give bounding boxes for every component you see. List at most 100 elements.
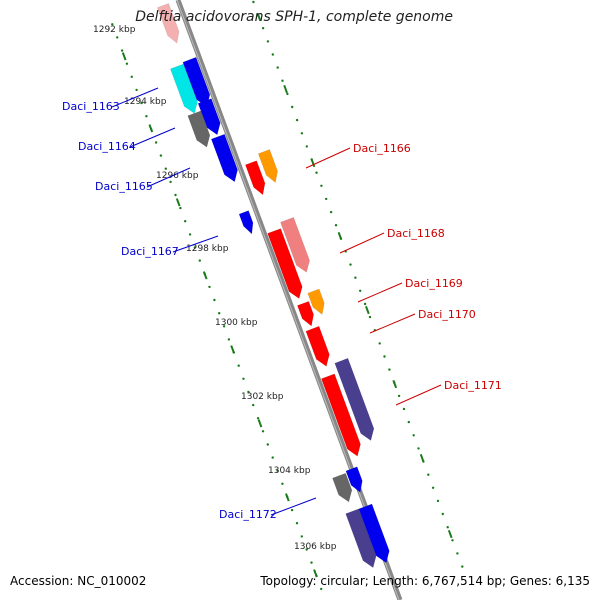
left-rail-dot xyxy=(237,364,240,367)
right-rail-dot xyxy=(354,276,357,279)
tick-dash-left xyxy=(121,52,127,61)
tick-dash-left xyxy=(202,271,208,280)
right-rail-dot xyxy=(261,27,265,30)
gene-arrow-purple xyxy=(334,357,375,441)
left-rail-dot xyxy=(179,206,182,210)
topology-text: Topology: circular; Length: 6,767,514 bp… xyxy=(260,574,590,588)
gene-label-left: Daci_1172 xyxy=(219,508,277,521)
tick-label: 1292 kbp xyxy=(93,25,136,35)
gene-arrow-red xyxy=(297,301,314,327)
left-rail-dot xyxy=(218,312,221,315)
gene-features xyxy=(157,3,390,569)
left-rail-dot xyxy=(320,587,323,591)
right-rail-dot xyxy=(431,486,435,489)
label-leader-line xyxy=(357,282,403,303)
left-rail-dot xyxy=(193,246,197,249)
left-rail-dot xyxy=(145,115,148,118)
left-rail-dot xyxy=(169,180,172,184)
right-rail-dot xyxy=(402,407,406,411)
gene-label-left: Daci_1163 xyxy=(62,100,120,113)
left-rail-dot xyxy=(227,338,231,341)
left-rail-dot xyxy=(271,456,274,459)
left-rail-dot xyxy=(276,469,279,472)
right-rail-dot xyxy=(412,434,415,437)
left-rail-dot xyxy=(164,167,167,170)
left-rail-dot xyxy=(116,36,119,39)
tick-dash-right xyxy=(337,231,343,241)
left-rail-dot xyxy=(290,508,294,512)
left-rail-dot xyxy=(310,561,313,564)
tick-dash-right xyxy=(365,305,370,315)
right-rail-dot xyxy=(276,66,279,69)
tick-label: 1296 kbp xyxy=(156,171,199,181)
right-rail-dot xyxy=(334,224,338,227)
gene-arrow-gray xyxy=(332,472,353,503)
right-rail-dot xyxy=(378,342,381,345)
gene-arrow-blue xyxy=(358,503,390,564)
left-rail-dot xyxy=(154,141,158,144)
right-rail-dot xyxy=(349,263,352,266)
left-rail-dot xyxy=(252,403,255,407)
left-rail-dot xyxy=(188,233,192,236)
right-rail-dot xyxy=(363,302,367,306)
gene-arrow-red xyxy=(321,373,361,457)
gene-arrow-blue xyxy=(210,133,238,183)
right-rail-dot xyxy=(271,53,274,56)
left-rail-dot xyxy=(300,535,303,538)
label-leader-line xyxy=(369,313,416,334)
right-rail-dot xyxy=(300,132,304,135)
right-rail-dot xyxy=(281,79,284,82)
tick-label: 1298 kbp xyxy=(186,244,229,254)
tick-dash-right xyxy=(310,158,316,168)
left-rail-dot xyxy=(130,75,133,79)
tick-dash-right xyxy=(256,12,262,22)
gene-label-right: Daci_1170 xyxy=(418,308,476,321)
label-leader-line xyxy=(146,167,191,188)
right-rail-dot xyxy=(451,539,454,542)
tick-dash-left xyxy=(175,198,181,207)
gene-arrow-pink xyxy=(280,217,310,273)
backbone-highlight xyxy=(176,0,400,600)
right-rail-dot xyxy=(461,565,464,568)
backbone-line xyxy=(175,0,403,600)
label-leader-line xyxy=(339,232,385,254)
tick-label: 1294 kbp xyxy=(124,97,167,107)
gene-arrow-cyan xyxy=(170,63,198,114)
tick-dash-right xyxy=(283,84,288,94)
tick-dash-left xyxy=(285,493,290,502)
right-rail-dot xyxy=(397,394,401,398)
right-rail-dot xyxy=(252,0,255,4)
tick-dash-left xyxy=(313,569,318,578)
right-rail-dot xyxy=(417,447,420,450)
right-rail-dot xyxy=(295,118,299,122)
left-rail-dot xyxy=(222,325,226,328)
left-rail-dot xyxy=(159,154,163,157)
left-rail-dot xyxy=(213,298,216,302)
label-leader-line xyxy=(270,497,317,516)
gene-label-right: Daci_1171 xyxy=(444,379,502,392)
left-rail-dot xyxy=(125,62,129,65)
tick-dash-right xyxy=(447,529,453,539)
tick-label: 1304 kbp xyxy=(268,466,311,476)
tick-dash-left xyxy=(230,345,235,354)
left-rail-dot xyxy=(198,259,201,262)
left-rail-dot xyxy=(140,101,143,105)
gene-arrow-orange xyxy=(257,149,278,183)
gene-label-left: Daci_1165 xyxy=(95,180,153,193)
left-rail-dot xyxy=(120,49,124,52)
left-rail-dot xyxy=(305,548,308,551)
right-rail-dot xyxy=(291,105,294,109)
right-rail-dot xyxy=(456,552,459,555)
gene-label-right: Daci_1166 xyxy=(353,142,411,155)
tick-dash-right xyxy=(419,453,425,463)
gene-label-right: Daci_1169 xyxy=(405,277,463,290)
left-rail-dot xyxy=(184,220,187,223)
right-rail-dot xyxy=(329,210,333,214)
label-leader-line xyxy=(129,127,176,148)
right-rail-dot xyxy=(325,197,328,201)
accession-text: Accession: NC_010002 xyxy=(10,574,147,588)
tick-label: 1300 kbp xyxy=(215,318,258,328)
gene-arrow-red xyxy=(245,160,266,196)
